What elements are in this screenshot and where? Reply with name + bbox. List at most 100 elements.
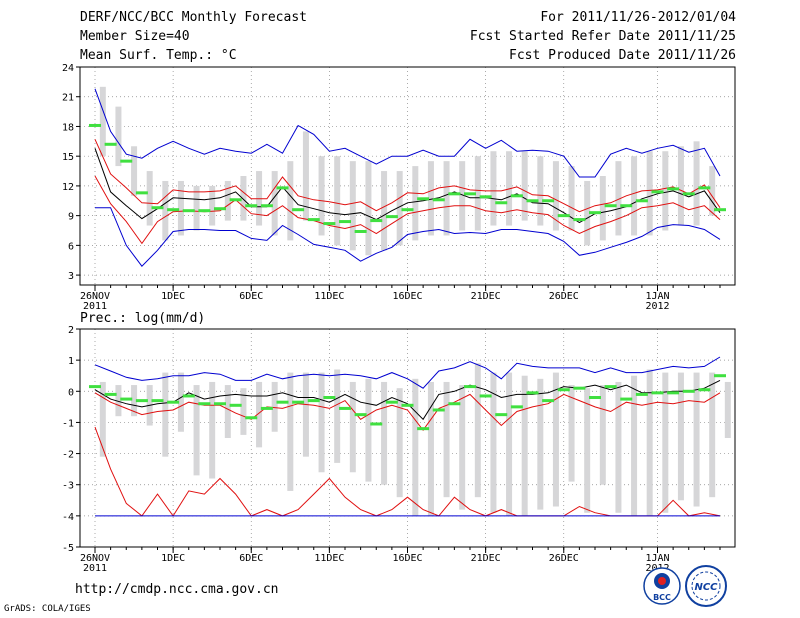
ensemble-range-bar: [412, 166, 419, 241]
ensemble-range-bar: [240, 176, 247, 221]
x-tick-year-label: 2011: [83, 301, 107, 312]
ensemble-range-bar: [646, 369, 653, 516]
observed-marker: [167, 400, 180, 404]
observed-marker: [557, 388, 570, 392]
ensemble-range-bar: [474, 156, 481, 231]
observed-marker: [698, 186, 711, 190]
x-tick-label: 1DEC: [161, 553, 185, 564]
observed-marker: [151, 399, 164, 403]
observed-marker: [682, 192, 695, 196]
x-tick-label: 1JAN: [645, 553, 669, 564]
ensemble-range-bar: [709, 372, 716, 498]
observed-marker: [292, 208, 305, 212]
ncc-logo-text: NCC: [694, 582, 718, 593]
observed-marker: [417, 197, 430, 201]
y-tick-label: -5: [62, 543, 74, 554]
grads-credit: GrADS: COLA/IGES: [4, 604, 91, 614]
observed-marker: [385, 400, 398, 404]
observed-marker: [245, 416, 258, 420]
ensemble-range-bar: [131, 385, 138, 417]
chart-title: DERF/NCC/BCC Monthly Forecast: [80, 10, 307, 25]
forecast-produced-date: Fcst Produced Date 2011/11/26: [509, 48, 736, 63]
ensemble-range-bar: [506, 372, 513, 516]
observed-marker: [401, 403, 414, 407]
observed-marker: [276, 186, 289, 190]
observed-marker: [635, 199, 648, 203]
ensemble-range-bar: [521, 375, 528, 516]
y-tick-label: 9: [68, 212, 74, 223]
observed-marker: [432, 198, 445, 202]
ensemble-range-bar: [224, 180, 231, 221]
observed-marker: [714, 374, 726, 378]
observed-marker: [89, 385, 101, 389]
observed-marker: [542, 399, 555, 403]
observed-marker: [448, 402, 461, 406]
ensemble-range-bar: [99, 381, 106, 457]
ensemble-range-bar: [318, 372, 325, 473]
observed-marker: [307, 218, 320, 222]
observed-marker: [292, 400, 305, 404]
y-tick-label: -1: [62, 418, 74, 429]
ensemble-range-bar: [99, 86, 106, 157]
observed-marker: [510, 405, 523, 409]
ensemble-range-bar: [693, 141, 700, 226]
ensemble-range-bar: [568, 385, 575, 482]
y-tick-label: 15: [62, 152, 74, 163]
x-tick-label: 6DEC: [239, 553, 263, 564]
observed-marker: [198, 402, 211, 406]
observed-marker: [135, 399, 148, 403]
observed-marker: [464, 192, 476, 196]
observed-marker: [635, 392, 648, 396]
member-size-label: Member Size=40: [80, 29, 190, 44]
observed-marker: [339, 406, 351, 410]
observed-marker: [526, 391, 539, 395]
y-tick-label: 3: [68, 271, 74, 282]
ensemble-range-bar: [365, 161, 372, 256]
observed-marker: [620, 204, 633, 208]
ensemble-range-bar: [162, 180, 169, 241]
observed-marker: [120, 159, 133, 163]
ensemble-range-bar: [224, 385, 231, 438]
observed-marker: [260, 406, 273, 410]
observed-marker: [385, 215, 398, 219]
ensemble-range-bar: [381, 171, 388, 251]
observed-marker: [651, 391, 664, 395]
ensemble-range-bar: [146, 171, 153, 226]
observed-marker: [89, 123, 101, 127]
ensemble-range-bar: [662, 151, 669, 231]
ensemble-range-bar: [177, 180, 184, 236]
x-tick-label: 26NOV: [80, 553, 110, 564]
website-url[interactable]: http://cmdp.ncc.cma.gov.cn: [75, 582, 279, 597]
y-tick-label: -2: [62, 450, 74, 461]
x-tick-label: 11DEC: [314, 553, 344, 564]
observed-marker: [167, 208, 180, 212]
ensemble-range-bar: [240, 388, 247, 435]
observed-marker: [307, 399, 320, 403]
ensemble-range-bar: [537, 378, 544, 510]
observed-marker: [589, 211, 601, 215]
observed-marker: [151, 206, 164, 210]
ensemble-range-bar: [287, 372, 294, 491]
observed-marker: [604, 385, 617, 389]
ensemble-range-bar: [334, 156, 341, 246]
observed-marker: [651, 190, 664, 194]
observed-marker: [229, 198, 242, 202]
ensemble-range-bar: [474, 363, 481, 498]
observed-marker: [339, 220, 351, 224]
ensemble-range-bar: [162, 372, 169, 457]
observed-marker: [495, 413, 508, 417]
ensemble-range-bar: [677, 146, 684, 226]
observed-marker: [323, 222, 336, 226]
observed-marker: [104, 392, 117, 396]
variable-label: Mean Surf. Temp.: °C: [80, 48, 237, 63]
x-tick-year-label: 2011: [83, 563, 107, 574]
ensemble-range-bar: [412, 378, 419, 516]
ensemble-range-bar: [459, 161, 466, 231]
observed-marker: [370, 422, 383, 426]
ensemble-range-bar: [256, 381, 263, 448]
ensemble-range-bar: [646, 151, 653, 236]
observed-marker: [557, 214, 570, 218]
observed-marker: [714, 208, 726, 212]
